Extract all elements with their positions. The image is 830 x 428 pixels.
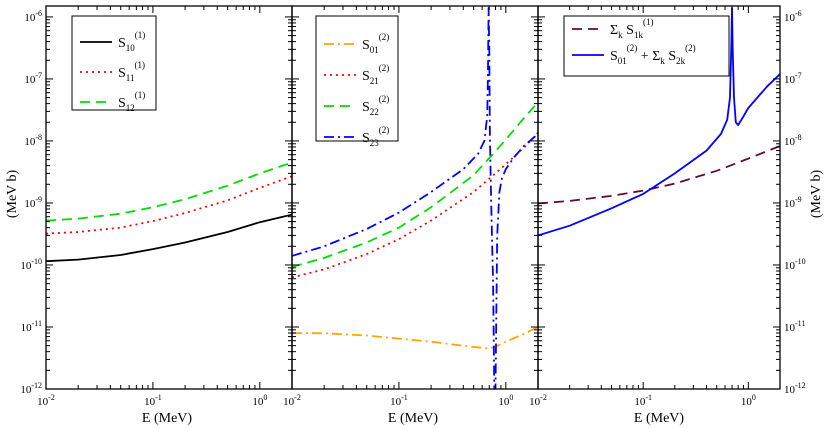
legend-label-panel-3-2: S01(2) + Σk S2k(2) xyxy=(610,43,696,66)
series-line-panel-2-4 xyxy=(292,7,538,389)
series-line-panel-3-2 xyxy=(538,7,780,237)
y-tick-label-left: 10-8 xyxy=(24,133,42,148)
y-tick-label-right: 10-7 xyxy=(784,71,802,86)
x-tick-label-panel-3: 10-2 xyxy=(529,393,547,408)
y-tick-label-right: 10-12 xyxy=(784,381,806,396)
y-tick-label-right: 10-10 xyxy=(784,257,806,272)
legend-panel-1: S10(1) S11(1) S12(1) xyxy=(71,15,157,113)
y-axis-title-left: (MeV b) xyxy=(5,169,20,218)
x-tick-label-panel-1: 10-1 xyxy=(144,393,162,408)
x-axis-title-panel-3: E (MeV) xyxy=(634,411,684,426)
y-axis-title-right: (MeV b) xyxy=(809,169,824,218)
legends-layer: S10(1) S11(1) S12(1) S01(2) S21(2) S22(2) S23(… xyxy=(71,15,730,148)
series-line-panel-1-3 xyxy=(46,161,292,222)
frames-layer xyxy=(45,5,781,390)
legend-panel-2: S01(2) S21(2) S22(2) S23(2) xyxy=(315,15,399,148)
y-tick-label-left: 10-12 xyxy=(20,381,42,396)
legend-panel-3: Σk S1k(1) S01(2) + Σk S2k(2) xyxy=(563,15,730,77)
x-tick-label-panel-2: 10-2 xyxy=(283,393,301,408)
curves-layer xyxy=(46,7,780,389)
legend-label-panel-2-1: S01(2) xyxy=(362,32,389,55)
legend-label-panel-2-3: S22(2) xyxy=(362,94,389,117)
x-tick-label-panel-1: 10-2 xyxy=(37,393,55,408)
x-tick-label-panel-1: 100 xyxy=(252,393,267,408)
x-axis-title-panel-2: E (MeV) xyxy=(388,411,438,426)
y-tick-label-left: 10-9 xyxy=(24,195,42,210)
y-tick-label-right: 10-6 xyxy=(784,9,802,24)
x-tick-label-panel-2: 10-1 xyxy=(390,393,408,408)
series-line-panel-1-2 xyxy=(46,175,292,235)
series-line-panel-1-1 xyxy=(46,213,292,263)
x-axis-title-panel-1: E (MeV) xyxy=(142,411,192,426)
legend-label-panel-2-2: S21(2) xyxy=(362,63,389,86)
y-tick-label-right: 10-9 xyxy=(784,195,802,210)
legend-label-panel-1-2: S11(1) xyxy=(118,60,145,83)
y-tick-label-right: 10-11 xyxy=(784,319,805,334)
legend-label-panel-2-4: S23(2) xyxy=(362,125,389,148)
legend-box-panel-3 xyxy=(563,15,730,77)
x-tick-label-panel-2: 100 xyxy=(498,393,513,408)
legend-box-panel-1 xyxy=(71,15,157,111)
legend-label-panel-1-1: S10(1) xyxy=(118,30,145,53)
x-tick-label-panel-3: 100 xyxy=(741,393,756,408)
series-line-panel-2-2 xyxy=(292,132,538,279)
legend-label-panel-1-3: S12(1) xyxy=(118,90,145,113)
legend-label-panel-3-1: Σk S1k(1) xyxy=(610,17,653,40)
series-line-panel-3-1 xyxy=(538,145,780,205)
panel-frame-3 xyxy=(537,5,781,390)
x-tick-label-panel-3: 10-1 xyxy=(634,393,652,408)
series-line-panel-2-3 xyxy=(292,101,538,268)
legend-box-panel-2 xyxy=(315,15,399,142)
y-tick-label-right: 10-8 xyxy=(784,133,802,148)
y-tick-label-left: 10-6 xyxy=(24,9,42,24)
series-line-panel-2-1 xyxy=(292,326,538,350)
y-tick-label-left: 10-10 xyxy=(20,257,42,272)
y-tick-label-left: 10-7 xyxy=(24,71,42,86)
y-tick-label-left: 10-11 xyxy=(21,319,42,334)
ticks-layer: 10-2 10-1 100 10-2 10-1 100 10-2 10-1 100 10-12 10… xyxy=(20,6,806,408)
